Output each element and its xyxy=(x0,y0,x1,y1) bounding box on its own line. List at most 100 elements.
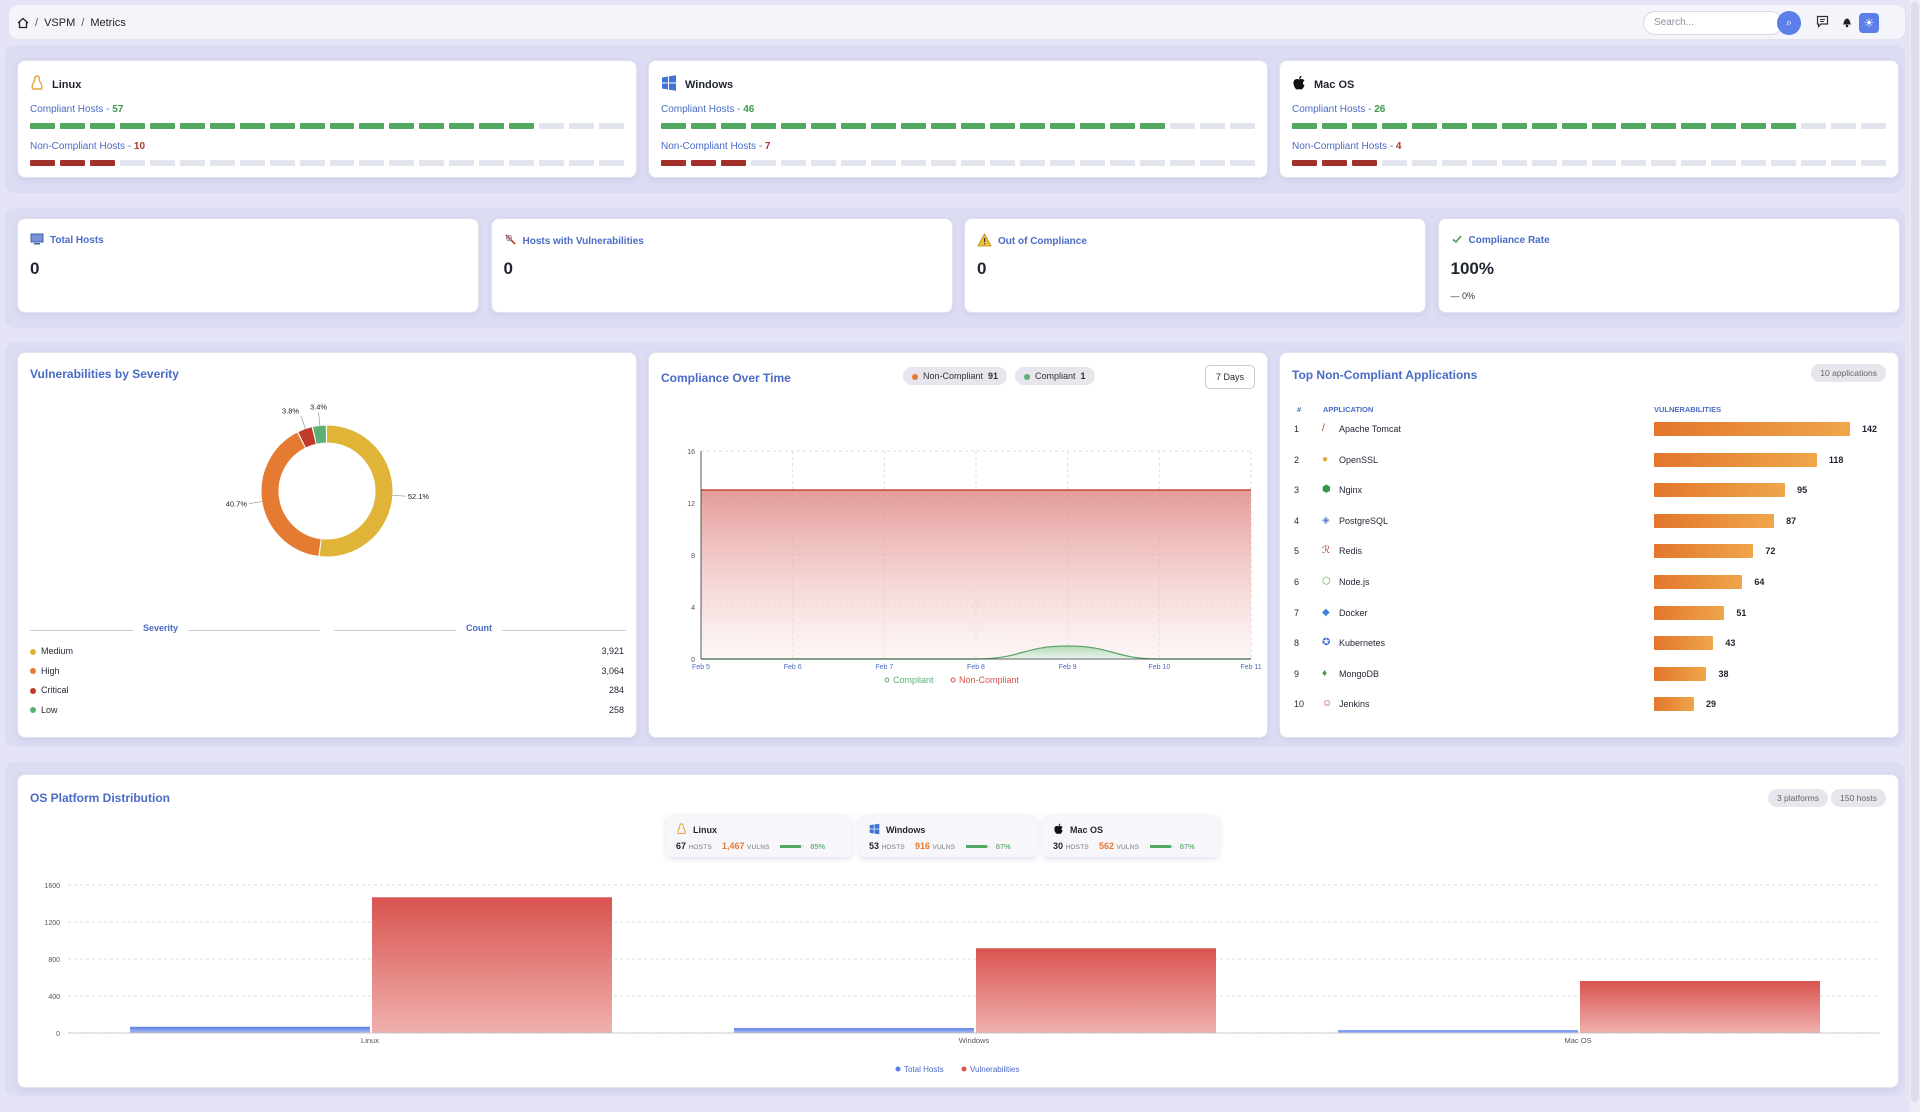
vulnerability-bar[interactable] xyxy=(1654,605,1725,620)
legend-vulnerabilities[interactable]: Vulnerabilities xyxy=(970,1065,1020,1074)
bar-vulnerabilities-mac-os[interactable] xyxy=(1580,981,1820,1033)
compliance-time-card: Compliance Over Time Non-Compliant 91 Co… xyxy=(648,352,1268,738)
app-name[interactable]: Kubernetes xyxy=(1339,638,1386,649)
bar-total-hosts-mac-os[interactable] xyxy=(1338,1030,1578,1033)
severity-name: High xyxy=(41,665,60,676)
app-name[interactable]: MongoDB xyxy=(1339,668,1380,679)
segment xyxy=(1321,160,1347,166)
sun-icon[interactable]: ☀ xyxy=(1859,13,1879,33)
severity-row-medium[interactable]: Medium 3,921 xyxy=(30,646,624,656)
app-row[interactable]: 4 ◈ PostgreSQL 87 xyxy=(1292,512,1886,530)
stat-card-out-of-compliance: Out of Compliance 0 xyxy=(964,218,1426,313)
legend-compliant[interactable]: Compliant xyxy=(893,675,934,685)
app-name[interactable]: Docker xyxy=(1339,607,1368,618)
donut-slice-medium[interactable] xyxy=(319,425,393,557)
app-row[interactable]: 3 ⬢ Nginx 95 xyxy=(1292,481,1886,499)
vulnerability-bar[interactable] xyxy=(1654,483,1786,498)
y-tick-label: 0 xyxy=(691,657,695,664)
segment xyxy=(870,160,896,166)
platform-name: Windows xyxy=(869,823,925,837)
vulnerability-bar[interactable] xyxy=(1654,666,1707,681)
app-row[interactable]: 7 ◆ Docker 51 xyxy=(1292,604,1886,622)
platform-card-windows[interactable]: Windows 53 HOSTS 916 VULNS 87% xyxy=(859,815,1037,857)
severity-row-high[interactable]: High 3,064 xyxy=(30,666,624,676)
segment xyxy=(119,160,145,166)
bar-total-hosts-linux[interactable] xyxy=(130,1026,370,1033)
segment xyxy=(1441,123,1467,129)
os-distribution-bar-chart: 0 400 800 1200 1600 Linux Windows Mac OS Total H… xyxy=(44,883,1880,1074)
legend-total-hosts[interactable]: Total Hosts xyxy=(904,1065,944,1074)
breadcrumb-item-vspm[interactable]: VSPM xyxy=(44,17,76,29)
segment xyxy=(509,123,535,129)
row-rank: 7 xyxy=(1294,607,1300,618)
bar-total-hosts-windows[interactable] xyxy=(734,1028,974,1033)
linux-icon xyxy=(676,823,687,837)
app-name[interactable]: PostgreSQL xyxy=(1339,515,1389,526)
app-row[interactable]: 5 ℛ Redis 72 xyxy=(1292,542,1886,560)
segment xyxy=(1200,123,1226,129)
vulnerability-bar[interactable] xyxy=(1654,422,1850,436)
segment xyxy=(1080,160,1106,166)
app-row[interactable]: 2 ● OpenSSL 118 xyxy=(1292,451,1886,469)
app-name[interactable]: OpenSSL xyxy=(1339,454,1379,465)
app-name[interactable]: Apache Tomcat xyxy=(1339,424,1401,434)
applications-count-badge: 10 applications xyxy=(1811,364,1886,382)
noncompliant-pill[interactable]: Non-Compliant 91 xyxy=(903,367,1008,385)
app-name[interactable]: Jenkins xyxy=(1339,699,1370,710)
search-icon[interactable]: ⌕ xyxy=(1777,11,1801,35)
vulnerability-bar[interactable] xyxy=(1654,575,1743,589)
severity-row-low[interactable]: Low 258 xyxy=(30,705,624,715)
donut-slice-low[interactable] xyxy=(313,425,327,444)
bar-vulnerabilities-windows[interactable] xyxy=(976,948,1216,1033)
platform-card-mac-os[interactable]: Mac OS 30 HOSTS 562 VULNS 87% xyxy=(1043,815,1219,857)
noncompliant-hosts-label: Non-Compliant Hosts - 4 xyxy=(1292,141,1401,152)
app-name[interactable]: Nginx xyxy=(1339,485,1363,496)
legend-noncompliant[interactable]: Non-Compliant xyxy=(959,675,1020,685)
home-icon[interactable] xyxy=(17,17,29,29)
compliant-label-text: Compliant Hosts - xyxy=(1292,104,1375,115)
severity-name: Medium xyxy=(41,646,74,656)
donut-label-line xyxy=(248,501,263,504)
scrollbar[interactable] xyxy=(1910,0,1920,1112)
severity-row-critical[interactable]: Critical 284 xyxy=(30,685,624,695)
vulnerability-bar[interactable] xyxy=(1654,697,1695,712)
segment xyxy=(1501,123,1527,129)
vulnerability-bar[interactable] xyxy=(1654,544,1754,559)
bell-icon[interactable] xyxy=(1841,15,1853,31)
segment xyxy=(239,123,265,129)
x-tick-label: Feb 5 xyxy=(692,664,710,671)
vulnerability-bar[interactable] xyxy=(1654,513,1775,528)
vulnerability-bar[interactable] xyxy=(1654,452,1817,467)
segment xyxy=(1471,123,1497,129)
vulnerability-bar[interactable] xyxy=(1654,636,1714,651)
app-row[interactable]: 10 ☺ Jenkins 29 xyxy=(1292,695,1886,713)
os-title: Linux xyxy=(30,75,81,94)
os-distribution-title: OS Platform Distribution xyxy=(30,791,171,805)
app-name[interactable]: Redis xyxy=(1339,546,1363,557)
app-row[interactable]: 8 ✪ Kubernetes 43 xyxy=(1292,634,1886,652)
os-name: Linux xyxy=(52,78,82,91)
hosts-label: HOSTS xyxy=(1065,844,1089,851)
chat-icon[interactable] xyxy=(1816,15,1829,31)
openssl-icon: ● xyxy=(1322,453,1329,465)
segment xyxy=(1801,123,1827,129)
donut-slice-critical[interactable] xyxy=(298,427,316,448)
app-row[interactable]: 1 / Apache Tomcat 142 xyxy=(1292,420,1886,438)
scrollbar-thumb[interactable] xyxy=(1911,2,1919,1102)
compliant-pill[interactable]: Compliant 1 xyxy=(1015,367,1095,385)
platform-hosts: 53 xyxy=(869,841,880,851)
donut-slice-high[interactable] xyxy=(261,432,321,556)
app-name[interactable]: Node.js xyxy=(1339,577,1370,587)
app-row[interactable]: 6 ⬡ Node.js 64 xyxy=(1292,573,1886,591)
bar-vulnerabilities-linux[interactable] xyxy=(372,897,612,1033)
donut-label-line xyxy=(300,416,306,430)
platform-card-linux[interactable]: Linux 67 HOSTS 1,467 VULNS 85% xyxy=(666,815,852,857)
segment xyxy=(960,123,986,129)
date-range-button[interactable]: 7 Days xyxy=(1205,365,1255,389)
segment xyxy=(1711,160,1737,166)
segment xyxy=(1651,160,1677,166)
app-row[interactable]: 9 ♦ MongoDB 38 xyxy=(1292,665,1886,683)
vulnerability-count: 95 xyxy=(1797,485,1808,496)
search-input[interactable]: Search... xyxy=(1643,11,1783,35)
segment xyxy=(780,160,806,166)
